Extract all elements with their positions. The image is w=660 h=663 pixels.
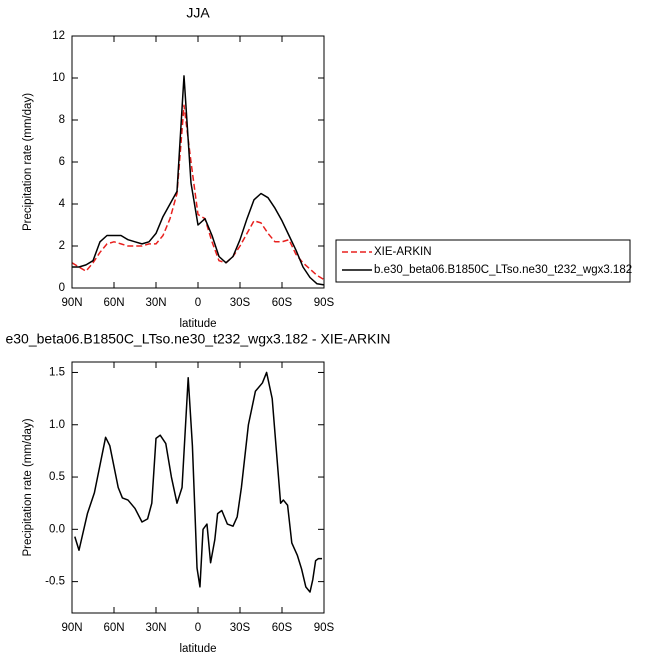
y-axis-label: Precipitation rate (mm/day): [22, 418, 34, 556]
x-tick-label: 60N: [103, 622, 124, 634]
x-tick-label: 30N: [145, 622, 166, 634]
legend-label: b.e30_beta06.B1850C_LTso.ne30_t232_wgx3.…: [374, 264, 632, 276]
data-line: [71, 104, 325, 281]
y-tick-label: 0.5: [49, 471, 65, 483]
y-tick-label: 1.0: [49, 419, 65, 431]
x-axis-label: latitude: [179, 318, 216, 330]
x-tick-label: 30S: [230, 297, 251, 309]
x-tick-label: 60S: [272, 622, 293, 634]
legend-box: [335, 239, 631, 283]
chart-title: e30_beta06.B1850C_LTso.ne30_t232_wgx3.18…: [5, 331, 390, 347]
data-line: [74, 371, 323, 593]
x-tick-label: 60S: [272, 297, 293, 309]
y-tick-label: 12: [52, 30, 65, 42]
y-tick-label: 8: [59, 114, 65, 126]
chart-title: JJA: [186, 5, 210, 21]
data-line: [72, 75, 325, 286]
x-tick-label: 90S: [314, 622, 335, 634]
y-tick-label: 4: [59, 198, 66, 210]
y-tick-label: 0.0: [49, 523, 65, 535]
plot-frame: [71, 361, 325, 614]
x-tick-label: 90N: [61, 622, 82, 634]
x-tick-label: 90S: [314, 297, 335, 309]
x-tick-label: 90N: [61, 297, 82, 309]
y-tick-label: 10: [52, 72, 65, 84]
y-tick-label: 6: [59, 156, 65, 168]
x-tick-label: 0: [195, 622, 201, 634]
plot-frame: [71, 35, 325, 289]
y-tick-label: 0: [59, 282, 65, 294]
y-tick-label: 1.5: [49, 366, 65, 378]
x-tick-label: 60N: [103, 297, 124, 309]
y-tick-label: -0.5: [45, 576, 65, 588]
x-tick-label: 30S: [230, 622, 251, 634]
y-axis-label: Precipitation rate (mm/day): [22, 93, 34, 231]
x-axis-label: latitude: [179, 643, 216, 655]
x-tick-label: 30N: [145, 297, 166, 309]
x-tick-label: 0: [195, 297, 201, 309]
y-tick-label: 2: [59, 240, 65, 252]
legend-label: XIE-ARKIN: [374, 246, 432, 258]
